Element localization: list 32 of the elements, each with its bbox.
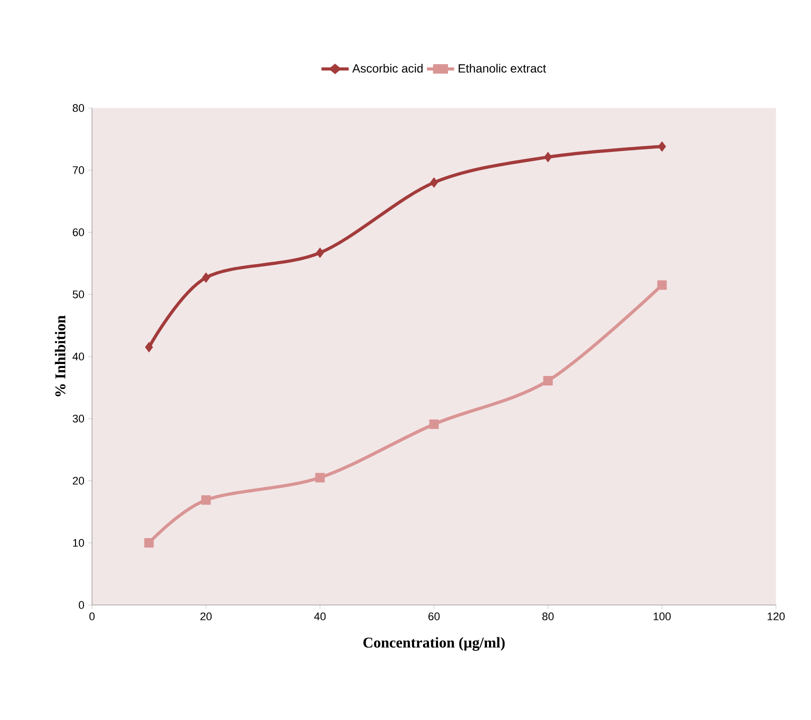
y-tick-label: 80 [72, 104, 84, 112]
point [144, 538, 154, 548]
y-tick-label: 0 [78, 601, 84, 609]
x-tick-label: 0 [89, 612, 95, 620]
y-tick-label: 40 [72, 352, 84, 360]
x-tick-label: 80 [542, 612, 554, 620]
point [316, 248, 324, 258]
point [202, 272, 210, 283]
y-tick-label: 70 [72, 166, 84, 174]
x-tick-label: 120 [768, 612, 785, 620]
point [430, 177, 438, 188]
point [145, 342, 153, 352]
x-tick-label: 100 [654, 612, 671, 620]
point [315, 472, 325, 482]
x-axis-title: Concentration (µg/ml) [363, 637, 505, 651]
x-tick-label: 60 [428, 612, 440, 620]
point [657, 280, 667, 290]
legend-label: Ethanolic extract [458, 64, 546, 73]
point [543, 376, 553, 386]
point [658, 141, 666, 152]
y-tick-label: 10 [73, 539, 84, 547]
x-tick-label: 40 [314, 612, 326, 620]
y-tick-label: 20 [72, 476, 84, 485]
legend-label: Ascorbic acid [352, 64, 423, 73]
point [201, 495, 211, 505]
y-tick-label: 60 [72, 228, 84, 236]
y-tick-label: 50 [72, 290, 84, 298]
point [429, 419, 439, 429]
point [544, 152, 552, 162]
y-tick-label: 30 [72, 414, 84, 423]
y-axis-title: % Inhibition [54, 315, 66, 396]
x-tick-label: 20 [200, 612, 212, 620]
